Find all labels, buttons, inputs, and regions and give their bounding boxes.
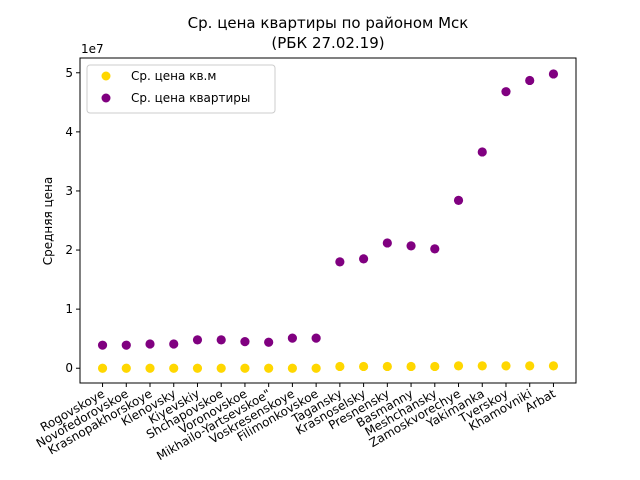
plot-content: 012345RogovskoyeNovofedorovskoeKrasnopak… xyxy=(34,66,558,463)
series-0-point-3 xyxy=(169,363,179,373)
series-0-point-5 xyxy=(216,363,226,373)
series-1-point-2 xyxy=(145,339,155,349)
series-0-point-0 xyxy=(97,363,108,373)
series-1-point-17 xyxy=(501,87,511,97)
series-1-point-16 xyxy=(477,147,487,157)
y-tick-label-3: 3 xyxy=(65,184,73,198)
chart-title-line2: (РБК 27.02.19) xyxy=(271,34,384,52)
series-0-point-18 xyxy=(525,361,535,371)
series-1-point-13 xyxy=(406,241,416,251)
series-0-point-8 xyxy=(287,363,298,373)
y-tick-label-5: 5 xyxy=(65,66,73,80)
series-0-point-13 xyxy=(406,361,416,372)
series-1-point-12 xyxy=(382,238,392,248)
y-offset-label: 1e7 xyxy=(81,42,104,56)
series-1-point-14 xyxy=(430,244,440,254)
series-1-point-1 xyxy=(121,340,131,350)
series-1-point-3 xyxy=(169,339,179,349)
series-1-point-19 xyxy=(548,69,559,79)
series-0-point-6 xyxy=(240,363,250,373)
series-0-point-19 xyxy=(548,361,559,371)
y-axis-label: Средняя цена xyxy=(41,177,55,266)
legend-box xyxy=(86,64,276,114)
series-1-point-10 xyxy=(335,257,345,267)
series-0-point-15 xyxy=(453,361,464,371)
chart-title-line1: Ср. цена квартиры по районом Мск xyxy=(188,14,469,32)
series-0-point-17 xyxy=(501,361,511,371)
series-0-point-12 xyxy=(382,361,392,372)
series-0-point-1 xyxy=(121,363,131,373)
series-0-point-11 xyxy=(358,361,369,372)
series-0-point-16 xyxy=(477,361,487,371)
series-0-point-14 xyxy=(430,361,440,372)
series-1-point-8 xyxy=(287,333,298,343)
series-0-point-2 xyxy=(145,363,155,373)
series-1-point-15 xyxy=(453,195,464,206)
series-1-point-11 xyxy=(358,254,369,264)
series-1-point-4 xyxy=(192,335,203,345)
y-tick-label-1: 1 xyxy=(65,302,73,316)
y-tick-label-4: 4 xyxy=(65,125,73,139)
series-1-point-6 xyxy=(240,337,250,347)
series-1-point-5 xyxy=(216,335,226,345)
series-0-point-9 xyxy=(311,363,321,373)
series-1-point-0 xyxy=(97,340,108,350)
legend: Ср. цена кв.м Ср. цена квартиры xyxy=(86,64,276,114)
series-1-point-18 xyxy=(525,75,535,86)
legend-label-sq-m-price: Ср. цена кв.м xyxy=(131,69,216,83)
legend-marker-apartment-price xyxy=(101,93,111,103)
series-1-point-9 xyxy=(311,333,321,343)
y-tick-label-2: 2 xyxy=(65,243,73,257)
legend-marker-sq-m-price xyxy=(101,71,111,81)
plot-frame xyxy=(79,57,577,384)
y-tick-label-0: 0 xyxy=(65,361,73,375)
series-1-point-7 xyxy=(264,337,274,347)
legend-label-apartment-price: Ср. цена квартиры xyxy=(131,91,250,105)
series-0-point-7 xyxy=(264,363,274,373)
series-0-point-4 xyxy=(192,363,203,373)
series-0-point-10 xyxy=(335,361,345,372)
